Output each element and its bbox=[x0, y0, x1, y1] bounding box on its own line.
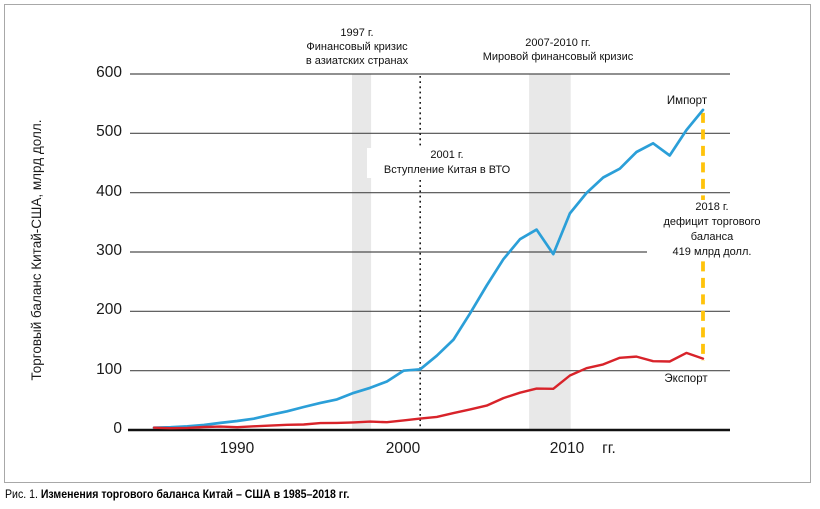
annotation-line: 2007-2010 гг. bbox=[525, 37, 591, 49]
import-series-label: Импорт bbox=[666, 95, 708, 107]
annotation-line: баланса bbox=[690, 231, 734, 243]
x-tick-2000: 2000 bbox=[385, 440, 421, 457]
annotation-line: 419 млрд долл. bbox=[672, 246, 752, 258]
annotation-line: 1997 г. bbox=[340, 27, 374, 39]
annotation-line: Вступление Китая в ВТО bbox=[383, 164, 511, 176]
y-tick-300: 300 bbox=[96, 242, 122, 259]
annotation-line: 2018 г. bbox=[695, 201, 729, 213]
y-tick-0: 0 bbox=[113, 420, 122, 437]
y-axis-title: Торговый баланс Китай-США, млрд долл. bbox=[29, 119, 44, 381]
caption-prefix: Рис. 1. bbox=[5, 487, 38, 501]
y-tick-500: 500 bbox=[96, 123, 122, 140]
annotation-global-crisis: 2007-2010 гг. Мировой финансовый кризис bbox=[466, 36, 650, 64]
annotation-line: дефицит торгового bbox=[663, 216, 761, 228]
annotation-line: Финансовый кризис bbox=[306, 41, 408, 53]
caption-title: Изменения торгового баланса Китай – США … bbox=[40, 487, 350, 501]
annotation-deficit-2018: 2018 г. дефицит торгового баланса 419 мл… bbox=[647, 200, 777, 260]
y-tick-400: 400 bbox=[96, 183, 122, 200]
x-tick-1990: 1990 bbox=[219, 440, 255, 457]
annotation-line: 2001 г. bbox=[430, 149, 464, 161]
annotation-line: в азиатских странах bbox=[305, 55, 409, 67]
import-line bbox=[152, 108, 705, 430]
y-tick-200: 200 bbox=[96, 301, 122, 318]
annotation-line: Мировой финансовый кризис bbox=[482, 51, 634, 63]
annotation-wto-2001: 2001 г. Вступление Китая в ВТО bbox=[367, 148, 527, 178]
figure-caption: Рис. 1. Изменения торгового баланса Кита… bbox=[5, 487, 349, 502]
x-axis-unit: гг. bbox=[602, 440, 616, 457]
export-series-label: Экспорт bbox=[664, 373, 708, 385]
y-tick-600: 600 bbox=[96, 64, 122, 81]
x-tick-2010: 2010 bbox=[549, 440, 585, 457]
export-line bbox=[152, 351, 705, 430]
y-tick-100: 100 bbox=[96, 361, 122, 378]
annotation-asian-crisis: 1997 г. Финансовый кризис в азиатских ст… bbox=[277, 26, 437, 68]
